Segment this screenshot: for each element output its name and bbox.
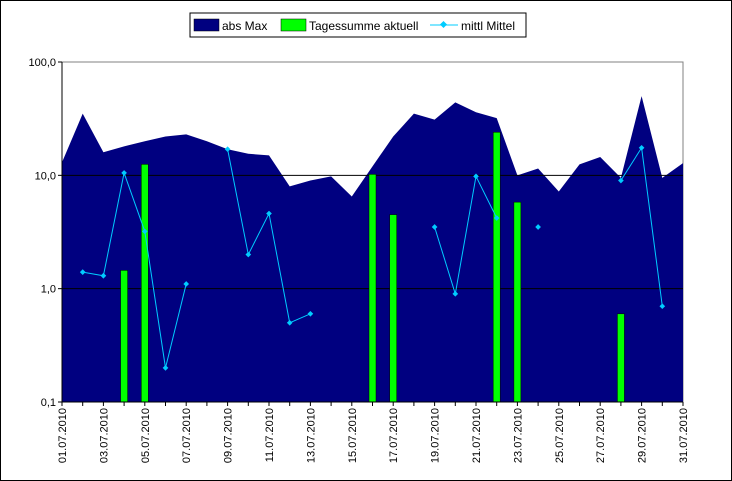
x-tick-label-12: 25.07.2010 [554,408,566,463]
bar-tagessumme-4 [141,164,149,403]
x-tick-label-9: 19.07.2010 [430,408,442,463]
point-mittl-mittel-19 [452,291,459,297]
y-tick-label-1: 1,0 [41,284,56,296]
legend-label-mittl-mittel: mittl Mittel [461,19,515,33]
bar-tagessumme-16 [389,214,397,403]
y-tick-labels: 0,1 1,0 10,0 100,0 [28,57,56,409]
point-mittl-mittel-20 [473,173,479,180]
x-tick-label-15: 31.07.2010 [678,408,690,463]
line-mittl-mittel-segment-2 [434,174,498,294]
bar-tagessumme-15 [368,174,377,403]
point-mittl-mittel-10 [266,210,272,217]
point-mittl-mittel-5 [162,365,169,371]
point-mittl-mittel-3 [121,170,127,176]
legend-box [189,12,527,38]
point-mittl-mittel-12 [307,310,314,317]
legend-label-abs-max: abs Max [222,19,267,33]
x-tick-label-2: 05.07.2010 [140,408,152,463]
point-mittl-mittel-6 [183,281,190,287]
x-tick-labels: 01.07.2010 03.07.2010 05.07.2010 07.07.2010… [57,408,690,463]
point-mittl-mittel-28 [638,144,645,151]
y-tick-label-0: 0,1 [41,397,56,409]
legend-swatch-tagessumme [280,18,307,32]
x-tick-label-10: 21.07.2010 [471,408,483,463]
bar-tagessumme-3 [120,270,128,403]
y-tick-label-3: 100,0 [28,57,56,69]
x-tick-label-7: 15.07.2010 [347,408,359,463]
legend-marker-mittl-mittel [439,20,448,29]
bar-tagessumme-22 [513,201,522,403]
x-tick-label-6: 13.07.2010 [305,408,317,463]
point-mittl-mittel-11 [286,319,293,326]
legend: abs Max Tagessumme aktuell mittl Mittel [189,12,527,38]
bar-tagessumme-21 [492,131,501,403]
point-mittl-mittel-4 [141,228,148,235]
x-tick-label-3: 07.07.2010 [181,408,193,463]
point-mittl-mittel-8 [224,146,231,153]
x-tick-label-0: 01.07.2010 [57,408,69,463]
line-mittl-mittel-segment-0 [82,171,187,368]
point-mittl-mittel-23 [535,224,541,230]
line-layer [79,144,666,371]
x-tick-label-4: 09.07.2010 [223,408,235,463]
x-tick-label-8: 17.07.2010 [388,408,400,463]
point-mittl-mittel-1 [79,269,86,275]
legend-label-tagessumme: Tagessumme aktuell [309,19,418,33]
x-tick-label-11: 23.07.2010 [512,408,524,463]
axis-layer [58,61,684,406]
point-mittl-mittel-27 [618,177,624,184]
point-mittl-mittel-18 [431,224,438,230]
point-mittl-mittel-21 [493,215,500,221]
y-tick-label-2: 10,0 [35,170,56,182]
x-tick-label-5: 11.07.2010 [264,408,276,462]
x-tick-label-14: 29.07.2010 [637,408,649,463]
bar-tagessumme-27 [617,313,625,403]
x-tick-label-13: 27.07.2010 [595,408,607,463]
legend-swatch-abs-max [193,18,220,32]
point-mittl-mittel-29 [659,303,666,310]
x-tick-label-1: 03.07.2010 [98,408,110,463]
point-mittl-mittel-2 [100,272,107,279]
